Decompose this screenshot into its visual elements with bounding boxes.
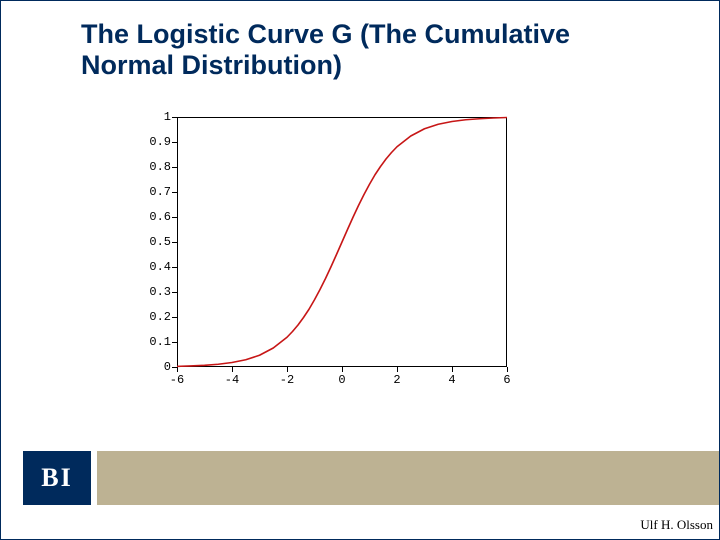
author-label: Ulf H. Olsson bbox=[640, 517, 713, 533]
xtick-label: -2 bbox=[272, 373, 302, 387]
xtick-label: 2 bbox=[382, 373, 412, 387]
xtick-label: -4 bbox=[217, 373, 247, 387]
logistic-chart: 00.10.20.30.40.50.60.70.80.91-6-4-20246 bbox=[121, 111, 521, 411]
xtick-label: 4 bbox=[437, 373, 467, 387]
bi-logo-tile: BI bbox=[23, 451, 91, 505]
xtick-label: 0 bbox=[327, 373, 357, 387]
bi-logo-text: BI bbox=[41, 463, 72, 493]
slide: The Logistic Curve G (The Cumulative Nor… bbox=[0, 0, 720, 540]
page-title: The Logistic Curve G (The Cumulative Nor… bbox=[81, 19, 659, 81]
logistic-curve bbox=[121, 111, 509, 369]
footer-band bbox=[97, 451, 719, 505]
xtick-label: -6 bbox=[162, 373, 192, 387]
xtick-label: 6 bbox=[492, 373, 522, 387]
